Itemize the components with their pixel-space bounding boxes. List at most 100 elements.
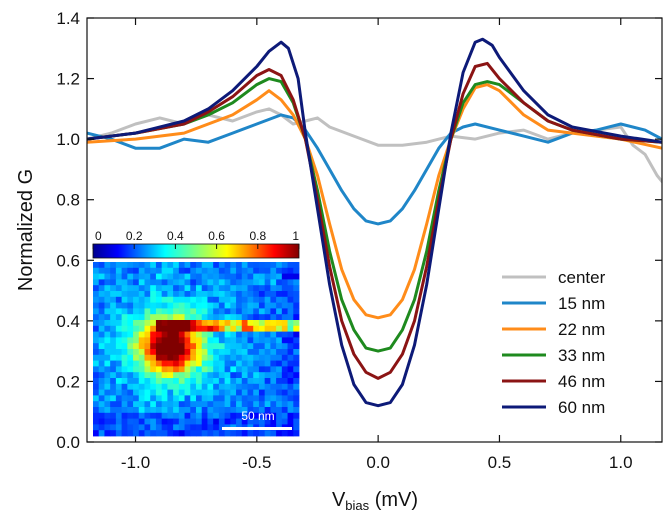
heatmap-cell <box>110 273 117 280</box>
heatmap-cell <box>218 262 226 269</box>
heatmap-cell <box>127 285 134 292</box>
heatmap-cell <box>110 320 117 327</box>
heatmap-cell <box>287 360 294 367</box>
heatmap-cell <box>201 424 208 431</box>
heatmap-cell <box>253 389 260 396</box>
heatmap-cell <box>127 308 134 315</box>
heatmap-cell <box>110 401 117 408</box>
heatmap-cell <box>150 262 157 269</box>
heatmap-cell <box>230 279 237 286</box>
heatmap-cell <box>213 314 220 321</box>
heatmap-cell <box>115 366 123 373</box>
heatmap-cell <box>201 291 208 298</box>
heatmap-cell <box>110 424 117 431</box>
heatmap-cell <box>196 302 203 309</box>
heatmap-cell <box>121 320 128 327</box>
heatmap-cell <box>293 430 300 437</box>
heatmap-cell <box>213 308 220 315</box>
heatmap-cell <box>167 412 174 419</box>
heatmap-cell <box>167 302 174 309</box>
heatmap-cell <box>201 372 208 379</box>
heatmap-cell <box>155 296 163 303</box>
heatmap-cell <box>121 302 128 309</box>
heatmap-cell <box>281 285 288 292</box>
heatmap-cell <box>196 383 203 390</box>
heatmap-cell <box>224 395 231 402</box>
heatmap-cell <box>224 273 231 280</box>
heatmap-cell <box>150 331 157 338</box>
heatmap-cell <box>264 296 271 303</box>
x-tick-label: -0.5 <box>242 453 271 472</box>
heatmap-cell <box>144 360 151 367</box>
y-tick-label: 1.2 <box>56 70 80 89</box>
heatmap-cell <box>138 267 145 274</box>
heatmap-cell <box>190 325 197 332</box>
heatmap-cell <box>247 378 254 385</box>
heatmap-cell <box>150 378 157 385</box>
heatmap-cell <box>224 378 231 385</box>
heatmap-cell <box>133 308 140 315</box>
heatmap-cell <box>236 418 243 425</box>
heatmap-cell <box>224 360 231 367</box>
heatmap-cell <box>281 349 288 356</box>
heatmap-cell <box>104 349 111 356</box>
scale-bar <box>222 427 292 430</box>
heatmap-cell <box>104 331 111 338</box>
heatmap-cell <box>213 337 220 344</box>
heatmap-cell <box>173 354 180 361</box>
x-axis-label-subscript: bias <box>345 498 369 513</box>
heatmap-cell <box>207 308 214 315</box>
heatmap-cell <box>230 308 237 315</box>
heatmap-cell <box>201 401 208 408</box>
heatmap-cell <box>178 401 185 408</box>
heatmap-cell <box>224 349 231 356</box>
heatmap-cell <box>178 296 185 303</box>
heatmap-cell <box>287 302 294 309</box>
heatmap-cell <box>121 337 128 344</box>
heatmap-cell <box>98 325 105 332</box>
heatmap-cell <box>213 331 220 338</box>
heatmap-cell <box>281 302 288 309</box>
heatmap-cell <box>121 325 128 332</box>
heatmap-cell <box>258 418 266 425</box>
heatmap-cell <box>121 354 128 361</box>
heatmap-cell <box>167 430 174 437</box>
heatmap-cell <box>93 354 100 361</box>
heatmap-cell <box>236 320 243 327</box>
heatmap-cell <box>207 424 214 431</box>
heatmap-cell <box>247 349 254 356</box>
heatmap-cell <box>213 279 220 286</box>
heatmap-cell <box>201 285 208 292</box>
heatmap-cell <box>184 401 191 408</box>
heatmap-cell <box>150 308 157 315</box>
heatmap-cell <box>196 372 203 379</box>
heatmap-cell <box>190 337 197 344</box>
heatmap-cell <box>98 354 105 361</box>
heatmap-cell <box>138 314 145 321</box>
heatmap-cell <box>236 354 243 361</box>
heatmap-cell <box>178 366 185 373</box>
heatmap-cell <box>155 372 163 379</box>
heatmap-cell <box>184 285 191 292</box>
heatmap-cell <box>133 325 140 332</box>
heatmap-cell <box>196 401 203 408</box>
heatmap-cell <box>167 401 174 408</box>
heatmap-cell <box>258 291 266 298</box>
heatmap-cell <box>281 360 288 367</box>
y-tick-label: 1.0 <box>56 130 80 149</box>
heatmap-cell <box>287 366 294 373</box>
legend-label: 46 nm <box>558 372 605 391</box>
heatmap-cell <box>184 360 191 367</box>
heatmap-cell <box>213 273 220 280</box>
heatmap-cell <box>190 343 197 350</box>
heatmap-cell <box>127 320 134 327</box>
heatmap-cell <box>241 296 248 303</box>
heatmap-cell <box>241 366 248 373</box>
heatmap-cell <box>230 389 237 396</box>
heatmap-cell <box>161 296 168 303</box>
heatmap-cell <box>127 360 134 367</box>
heatmap-cell <box>276 349 283 356</box>
x-tick-label: -1.0 <box>121 453 150 472</box>
heatmap-cell <box>287 395 294 402</box>
heatmap-cell <box>144 366 151 373</box>
